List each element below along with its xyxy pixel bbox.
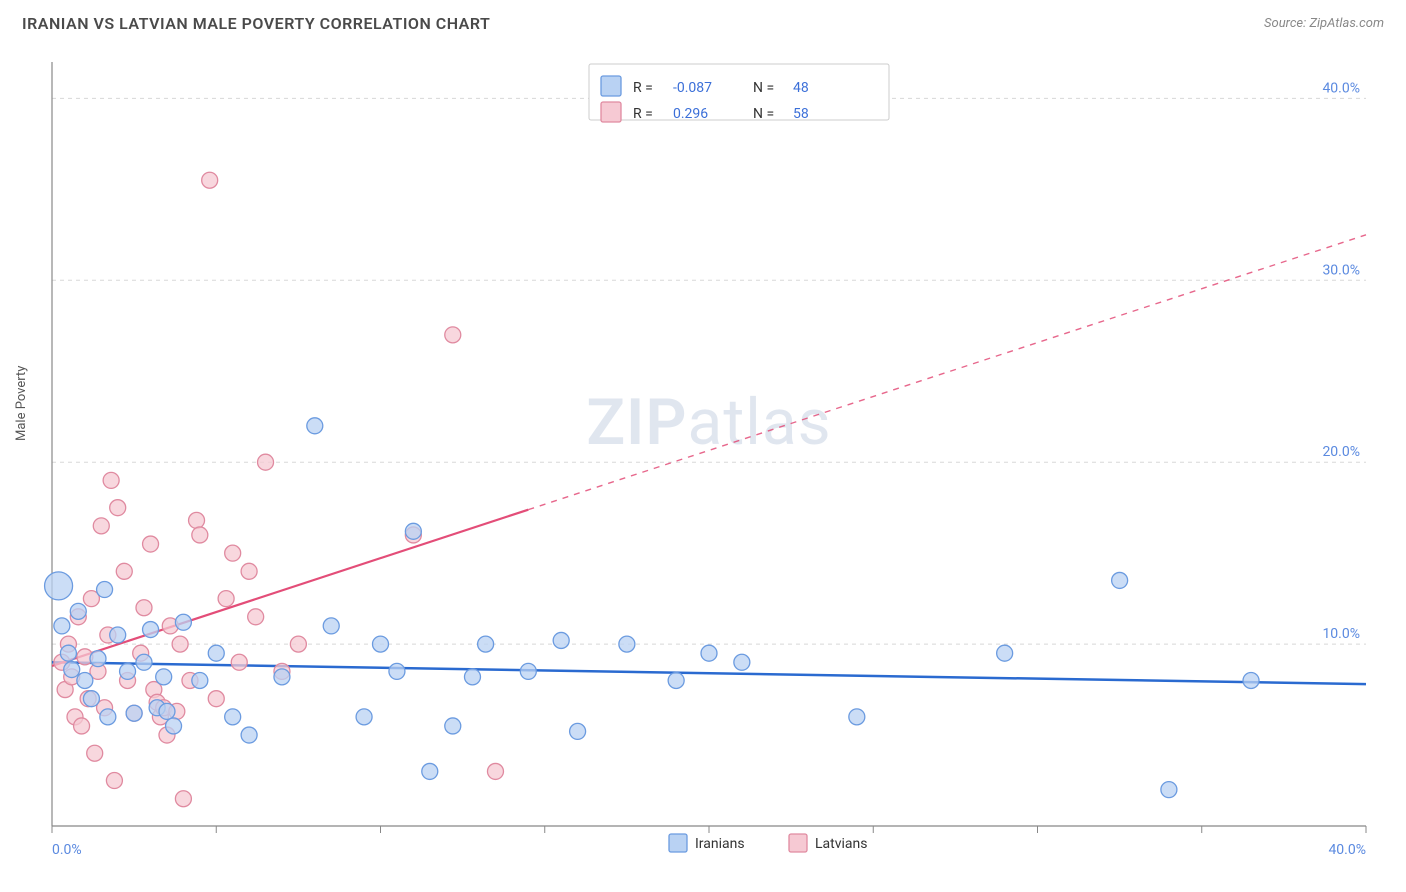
source-link[interactable]: ZipAtlas.com [1309, 16, 1384, 31]
svg-text:N =: N = [753, 80, 774, 96]
svg-text:40.0%: 40.0% [1328, 842, 1366, 858]
scatter-chart: ZIPatlas0.0%40.0%10.0%20.0%30.0%40.0%R =… [18, 48, 1388, 874]
svg-text:40.0%: 40.0% [1322, 80, 1360, 96]
chart-header: IRANIAN VS LATVIAN MALE POVERTY CORRELAT… [0, 0, 1406, 41]
chart-title: IRANIAN VS LATVIAN MALE POVERTY CORRELAT… [22, 14, 490, 33]
svg-text:30.0%: 30.0% [1322, 262, 1360, 278]
chart-container: Male Poverty ZIPatlas0.0%40.0%10.0%20.0%… [18, 48, 1388, 874]
svg-text:0.0%: 0.0% [52, 842, 82, 858]
svg-text:0.296: 0.296 [673, 106, 708, 122]
svg-text:Iranians: Iranians [695, 836, 745, 852]
svg-text:Latvians: Latvians [815, 836, 868, 852]
svg-text:R =: R = [633, 80, 653, 96]
svg-text:N =: N = [753, 106, 774, 122]
svg-text:58: 58 [793, 106, 809, 122]
svg-text:10.0%: 10.0% [1322, 626, 1360, 642]
source-prefix: Source: [1264, 16, 1309, 31]
y-axis-label: Male Poverty [14, 366, 29, 441]
svg-text:48: 48 [793, 80, 809, 96]
svg-text:-0.087: -0.087 [673, 80, 712, 96]
svg-text:20.0%: 20.0% [1322, 444, 1360, 460]
chart-source: Source: ZipAtlas.com [1264, 16, 1384, 31]
svg-text:R =: R = [633, 106, 653, 122]
